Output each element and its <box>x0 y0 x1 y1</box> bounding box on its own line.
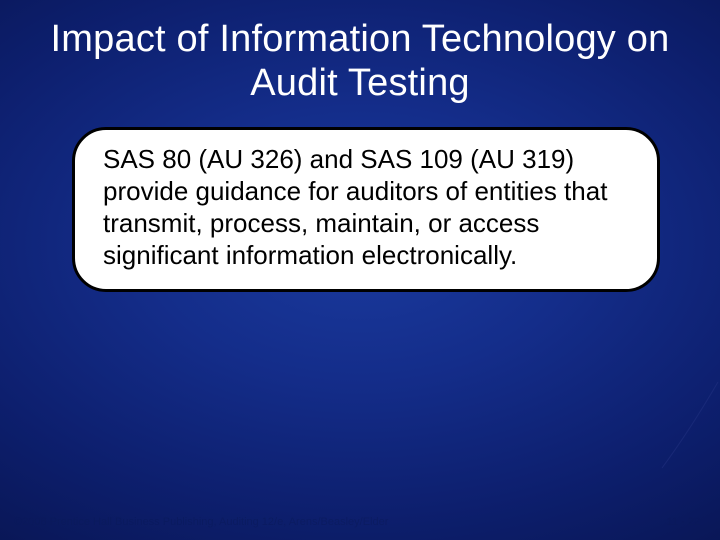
slide-title: Impact of Information Technology on Audi… <box>40 18 680 105</box>
page-number: 11 - 22 <box>667 516 700 528</box>
callout-text: SAS 80 (AU 326) and SAS 109 (AU 319) pro… <box>103 144 629 271</box>
callout-box: SAS 80 (AU 326) and SAS 109 (AU 319) pro… <box>72 127 660 292</box>
decorative-line <box>660 380 720 470</box>
footer-text: ©2008 Prentice Hall Business Publishing,… <box>14 516 388 528</box>
slide: Impact of Information Technology on Audi… <box>0 0 720 540</box>
